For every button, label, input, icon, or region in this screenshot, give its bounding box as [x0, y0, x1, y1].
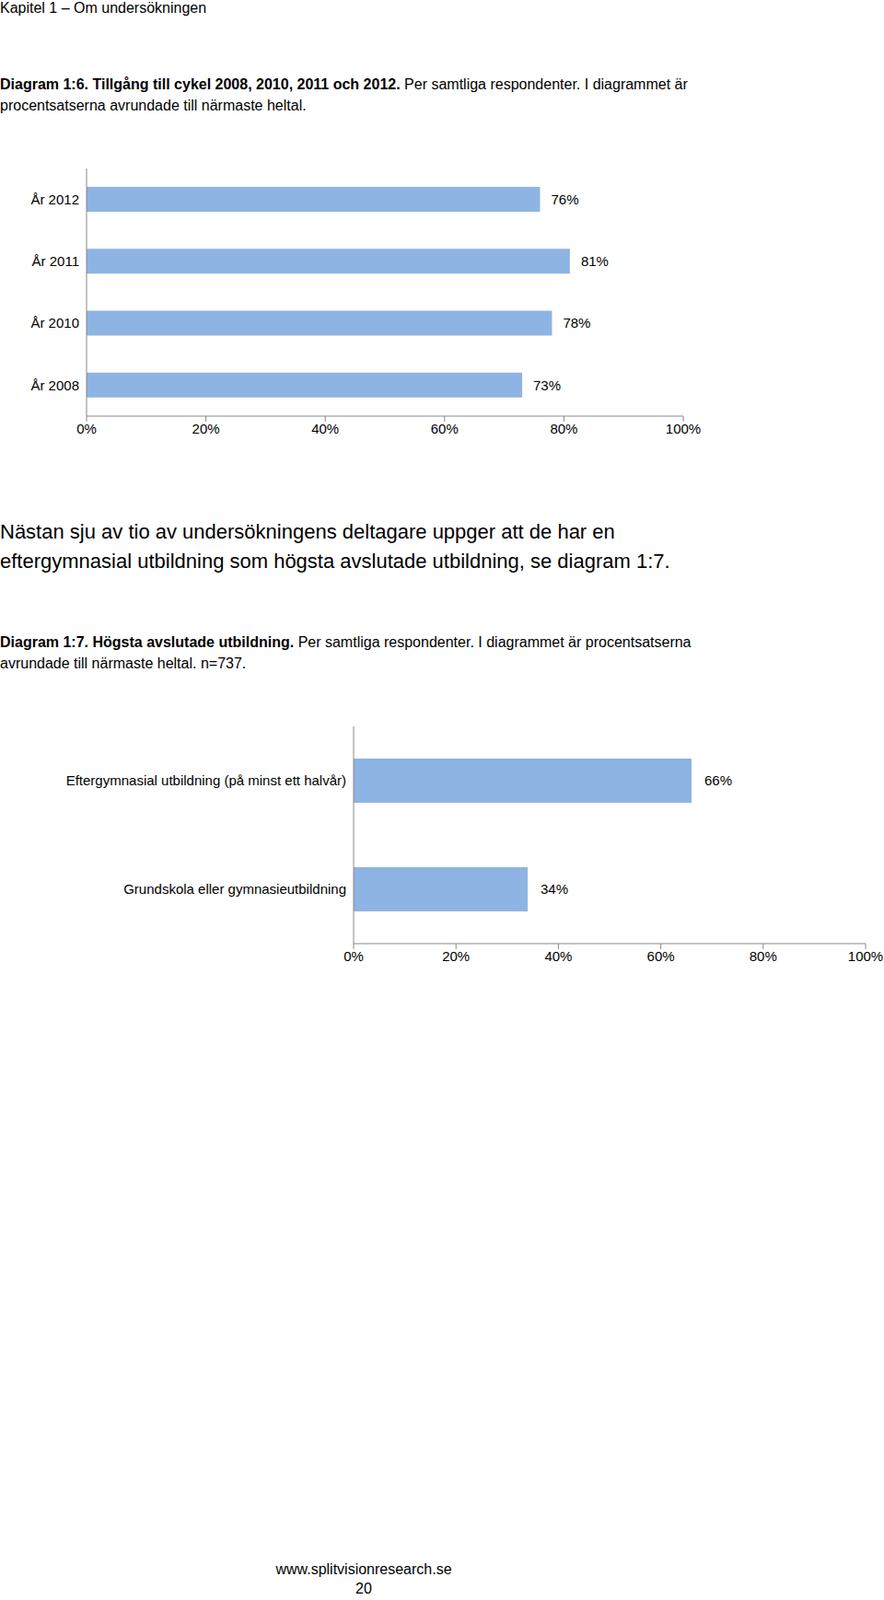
html-text:Diagram 1:7. Högsta avslutade: Diagram 1:7. Högsta avslutade utbildning… — [0, 634, 692, 672]
svg-text:100%: 100% — [665, 420, 701, 437]
svg-text:81%: 81% — [581, 253, 609, 269]
svg-text:80%: 80% — [549, 420, 578, 437]
svg-text:66%: 66% — [704, 772, 733, 789]
svg-text:78%: 78% — [562, 314, 591, 331]
svg-text:76%: 76% — [550, 191, 579, 208]
svg-text:40%: 40% — [544, 948, 572, 965]
svg-text:År 2011: År 2011 — [32, 253, 80, 269]
svg-text:År 2008: År 2008 — [30, 377, 80, 394]
svg-text:År 2010: År 2010 — [30, 314, 80, 331]
svg-text:80%: 80% — [749, 948, 778, 965]
svg-text:60%: 60% — [430, 420, 459, 437]
svg-text:100%: 100% — [848, 948, 877, 965]
svg-text:Grundskola eller gymnasieutbil: Grundskola eller gymnasieutbildning — [123, 881, 347, 897]
svg-text:60%: 60% — [647, 948, 675, 965]
svg-text:40%: 40% — [311, 420, 339, 437]
svg-text:73%: 73% — [533, 377, 561, 394]
svg-text:Eftergymnasial utbildning (på: Eftergymnasial utbildning (på minst ett … — [66, 772, 347, 789]
svg-text:20%: 20% — [192, 420, 221, 437]
html-text:20: 20 — [355, 1581, 372, 1597]
html-text:Kapitel 1 – Om undersökningen: Kapitel 1 – Om undersökningen — [0, 0, 207, 16]
html-text:Nästan sju av tio av undersökn: Nästan sju av tio av undersökningens del… — [0, 520, 671, 573]
svg-text:0%: 0% — [76, 420, 97, 437]
html-text:Diagram 1:6. Tillgång till cyk: Diagram 1:6. Tillgång till cykel 2008, 2… — [0, 76, 688, 114]
html-text:www.splitvisionresearch.se: www.splitvisionresearch.se — [275, 1561, 452, 1578]
svg-text:34%: 34% — [540, 881, 569, 897]
svg-text:0%: 0% — [343, 948, 364, 965]
svg-text:År 2012: År 2012 — [30, 191, 80, 208]
svg-text:20%: 20% — [442, 948, 470, 965]
